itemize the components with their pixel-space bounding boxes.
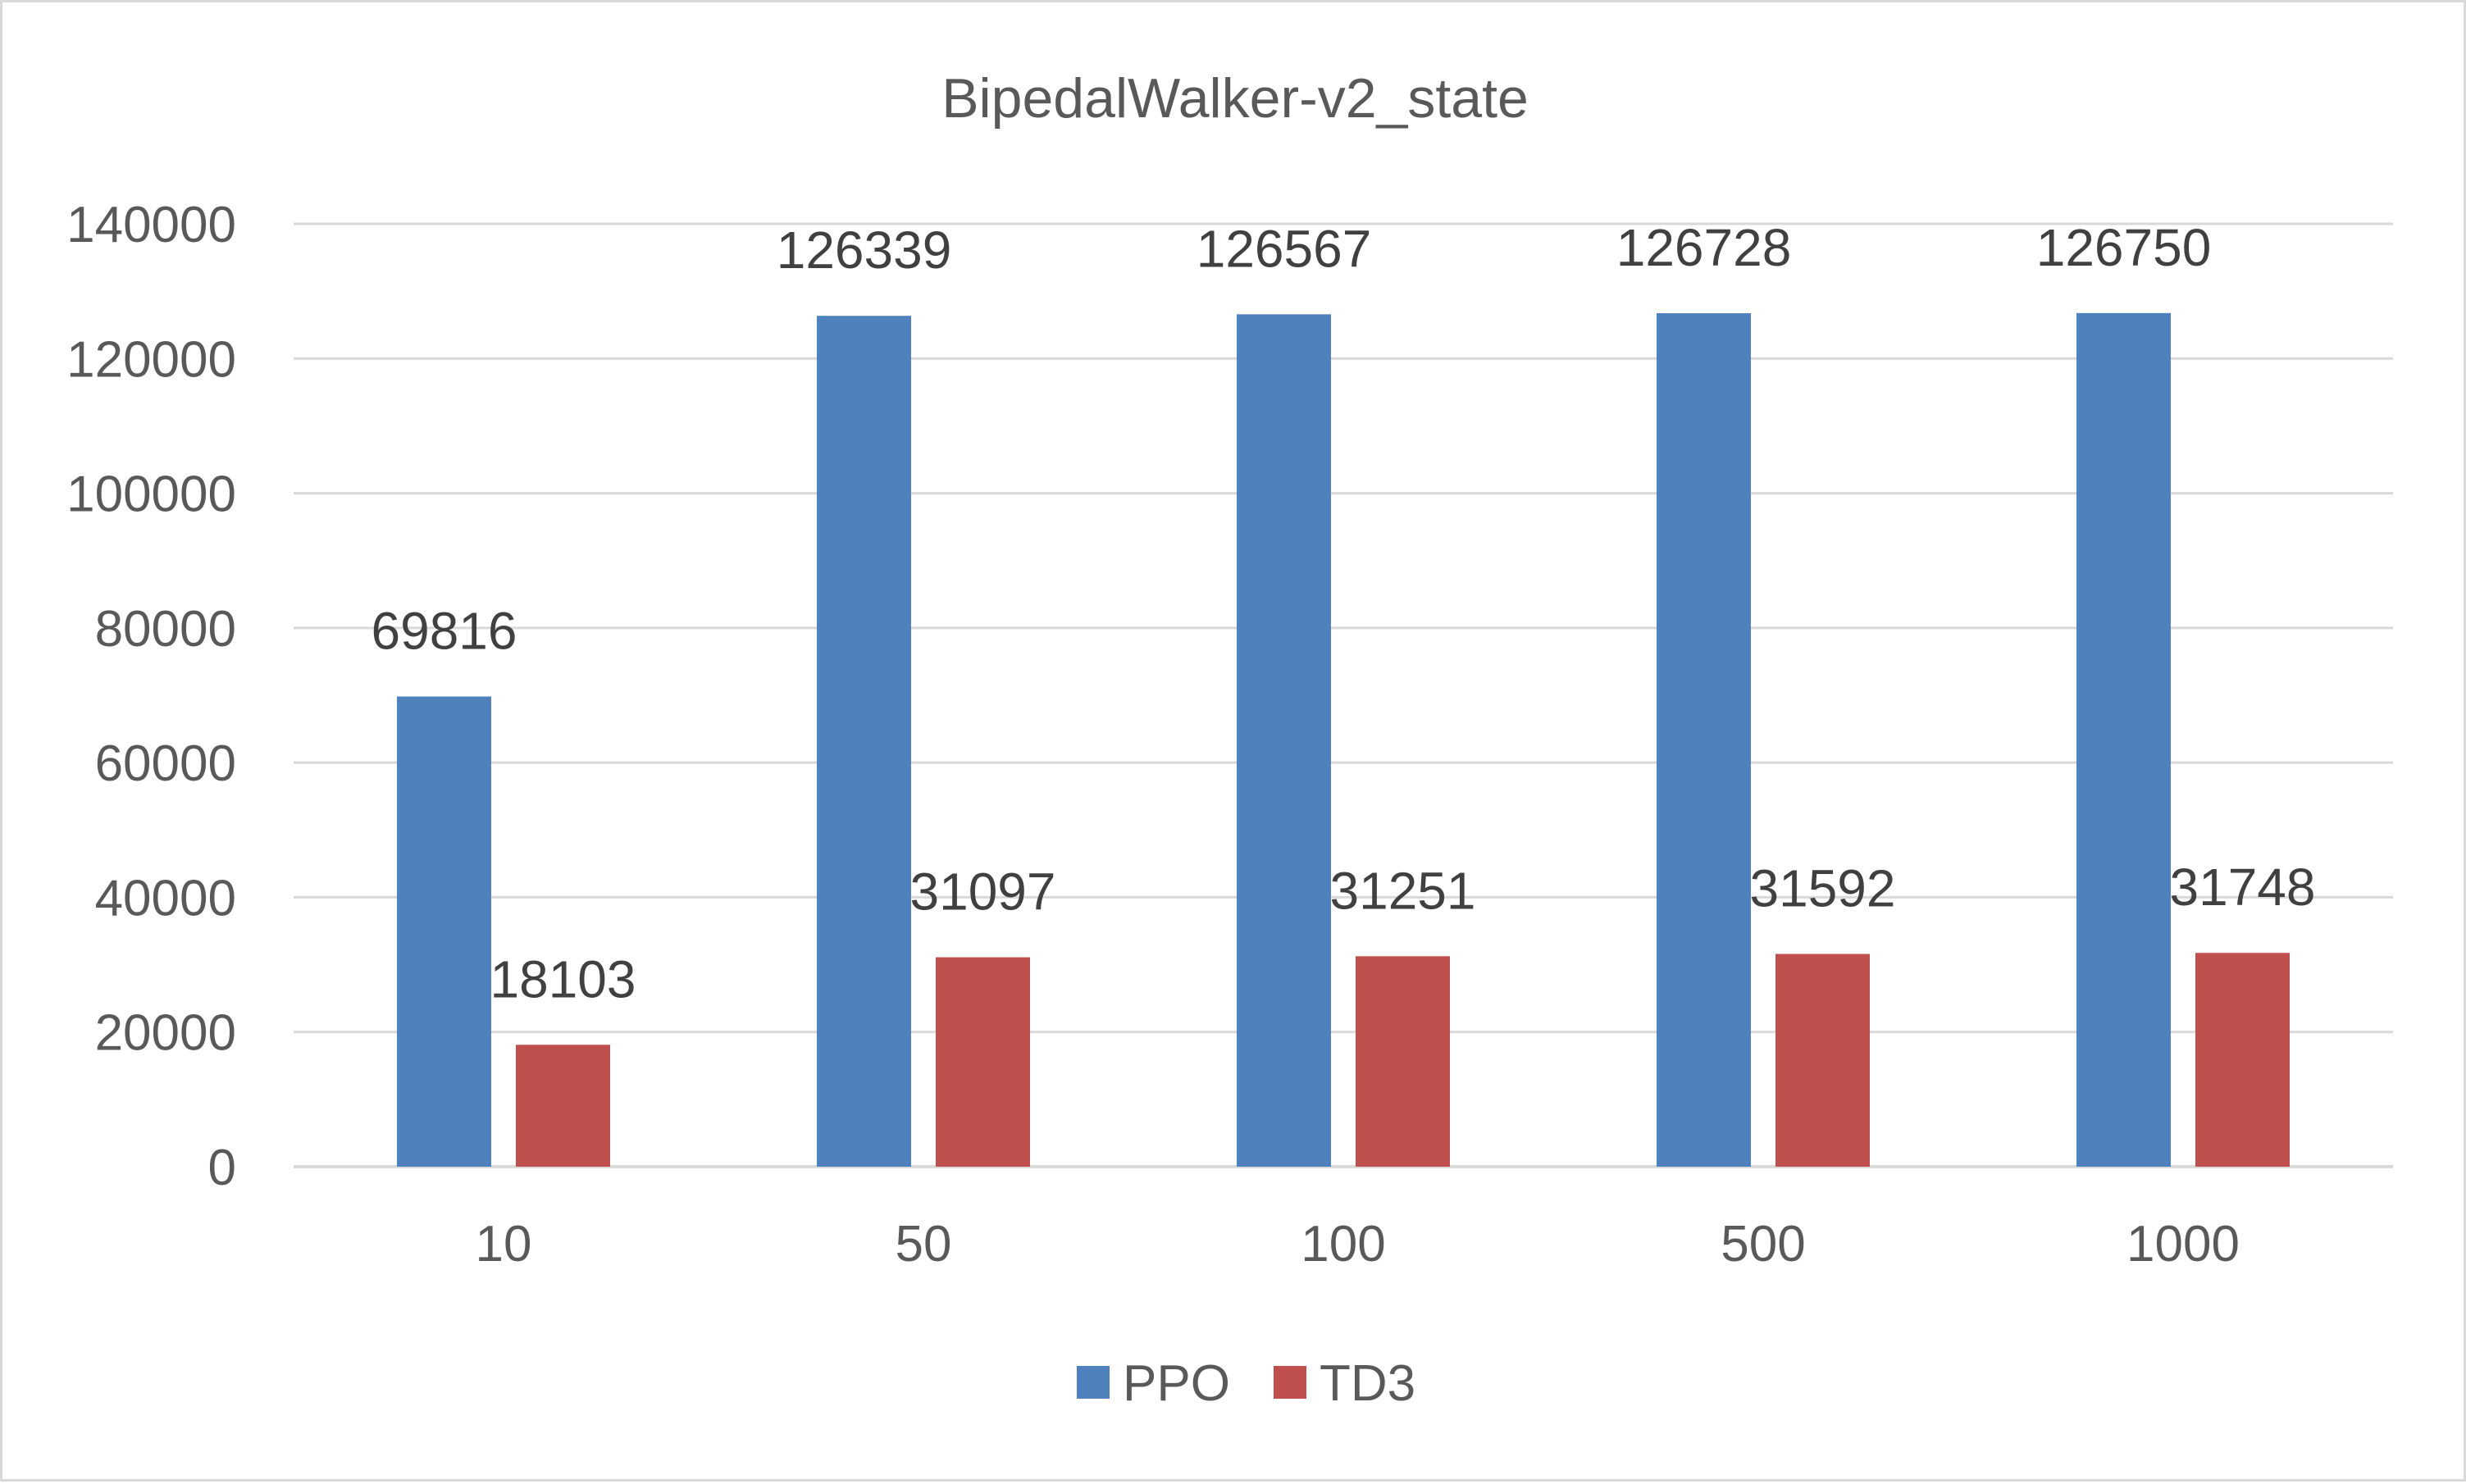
data-label-td3-500: 31592 [1750, 858, 1896, 917]
bar-ppo-100 [1237, 314, 1331, 1167]
legend-label-td3: TD3 [1320, 1355, 1415, 1412]
legend-swatch-ppo [1077, 1366, 1110, 1399]
bars [397, 312, 2290, 1168]
legend: PPO TD3 [1077, 1355, 1415, 1412]
bar-ppo-500 [1657, 313, 1751, 1167]
y-tick-label: 80000 [95, 601, 236, 658]
x-tick-label: 1000 [2126, 1216, 2240, 1272]
x-tick-label: 50 [896, 1216, 952, 1272]
bar-td3-500 [1775, 954, 1870, 1167]
bar-td3-100 [1356, 956, 1450, 1167]
x-tick-label: 500 [1721, 1216, 1805, 1272]
chart-title: BipedalWalker-v2_state [941, 67, 1529, 130]
data-label-ppo-500: 126728 [1616, 218, 1792, 277]
y-tick-label: 140000 [66, 197, 236, 253]
data-label-td3-10: 18103 [490, 949, 636, 1008]
data-label-ppo-50: 126339 [777, 221, 952, 280]
bar-td3-10 [516, 1045, 610, 1167]
data-labels: 69816 18103 126339 31097 126567 31251 126728 31… [371, 218, 2316, 1008]
data-label-ppo-1000: 126750 [2036, 218, 2212, 277]
data-label-td3-1000: 31748 [2170, 858, 2316, 917]
y-tick-label: 60000 [95, 735, 236, 792]
y-tick-label: 120000 [66, 331, 236, 388]
gridlines [294, 222, 2393, 1168]
y-tick-label: 20000 [95, 1005, 236, 1062]
x-axis-ticks: 10 50 100 500 1000 [476, 1216, 2240, 1272]
legend-label-ppo: PPO [1123, 1355, 1230, 1412]
y-tick-label: 40000 [95, 870, 236, 926]
y-axis-ticks: 0 20000 40000 60000 80000 100000 120000 140000 [66, 197, 236, 1196]
bar-ppo-10 [397, 696, 491, 1167]
bar-ppo-50 [817, 316, 911, 1168]
data-label-ppo-10: 69816 [371, 602, 517, 661]
bar-td3-50 [936, 957, 1030, 1167]
data-label-ppo-100: 126567 [1197, 219, 1372, 278]
y-tick-label: 100000 [66, 467, 236, 523]
x-tick-label: 10 [476, 1216, 532, 1272]
data-label-td3-100: 31251 [1330, 861, 1476, 920]
y-tick-label: 0 [208, 1140, 236, 1196]
x-tick-label: 100 [1301, 1216, 1385, 1272]
bar-td3-1000 [2195, 953, 2290, 1167]
bar-ppo-1000 [2076, 312, 2171, 1167]
legend-swatch-td3 [1274, 1366, 1306, 1399]
data-label-td3-50: 31097 [910, 863, 1056, 922]
